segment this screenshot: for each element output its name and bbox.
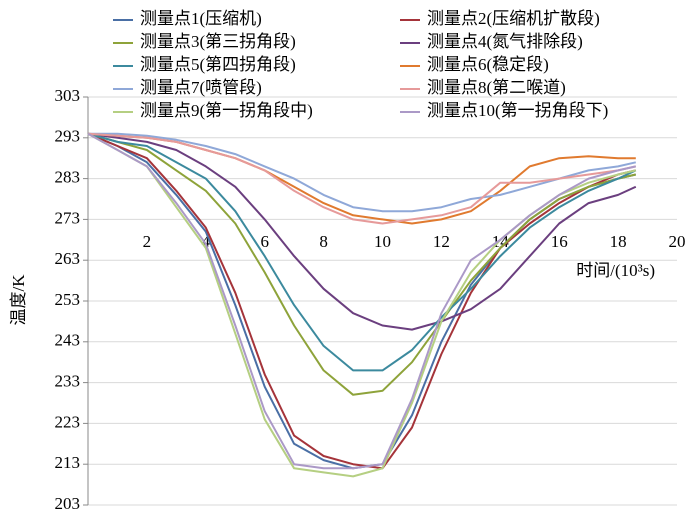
y-tick-label: 233 [55, 372, 81, 391]
legend-label: 测量点9(第一拐角段中) [140, 101, 313, 120]
x-tick-label: 16 [551, 232, 568, 251]
legend-label: 测量点6(稳定段) [427, 55, 549, 74]
series-line [87, 132, 637, 225]
y-tick-label: 303 [55, 86, 81, 105]
x-tick-label: 2 [143, 232, 152, 251]
legend-label: 测量点1(压缩机) [140, 9, 262, 28]
legend-label: 测量点10(第一拐角段下) [427, 101, 608, 120]
x-axis-title: 时间/(10³s) [576, 261, 655, 280]
y-tick-label: 223 [55, 412, 81, 431]
legend-label: 测量点8(第二喉道) [427, 78, 566, 97]
x-tick-label: 4 [202, 232, 211, 251]
legend-label: 测量点3(第三拐角段) [140, 32, 296, 51]
y-tick-label: 273 [55, 208, 81, 227]
x-tick-label: 18 [610, 232, 627, 251]
legend-label: 测量点7(喷管段) [140, 78, 262, 97]
legend-label: 测量点5(第四拐角段) [140, 55, 296, 74]
y-tick-label: 203 [55, 494, 81, 513]
y-tick-label: 293 [55, 127, 81, 146]
legend-label: 测量点2(压缩机扩散段) [427, 9, 600, 28]
y-axis-title: 温度/K [9, 274, 28, 326]
series-line [87, 132, 637, 470]
x-tick-label: 12 [433, 232, 450, 251]
y-tick-label: 263 [55, 249, 81, 268]
x-tick-label: 8 [319, 232, 328, 251]
legend-label: 测量点4(氮气排除段) [427, 32, 583, 51]
series-line [87, 132, 637, 331]
x-tick-label: 20 [669, 232, 686, 251]
y-tick-label: 283 [55, 168, 81, 187]
y-tick-label: 253 [55, 290, 81, 309]
x-tick-label: 10 [374, 232, 391, 251]
series-line [87, 132, 637, 372]
y-tick-label: 243 [55, 331, 81, 350]
series-line [87, 132, 637, 396]
x-tick-label: 6 [260, 232, 269, 251]
y-tick-label: 213 [55, 453, 81, 472]
